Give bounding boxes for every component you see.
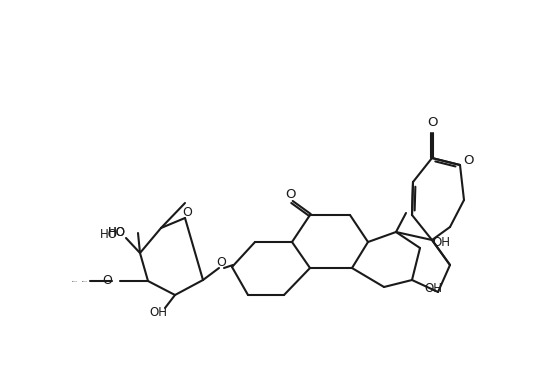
Text: O: O [427,117,437,129]
Text: O: O [463,154,473,167]
Text: O: O [216,256,226,269]
Text: HO: HO [100,228,118,240]
Text: O: O [182,206,192,219]
Text: methoxy: methoxy [82,280,88,282]
Text: O: O [284,188,295,201]
Text: OH: OH [149,307,167,319]
Text: HO: HO [108,226,126,240]
Text: OH: OH [424,282,442,294]
Text: OH: OH [432,237,450,249]
Text: methoxy: methoxy [72,280,78,282]
Text: O: O [102,274,112,287]
Text: HO: HO [108,226,126,240]
